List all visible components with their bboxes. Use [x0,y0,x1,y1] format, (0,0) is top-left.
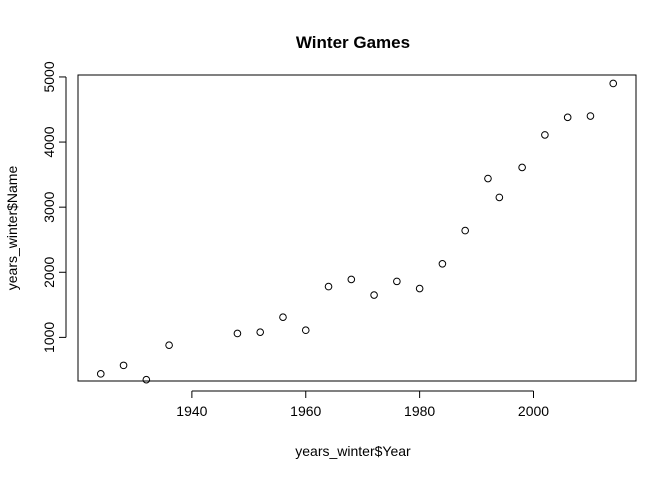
scatter-point [370,291,378,299]
scatter-point [301,326,310,335]
y-tick-label: 5000 [41,61,57,92]
y-tick-label: 2000 [41,256,57,287]
scatter-point [324,282,333,291]
x-tick-label: 1940 [176,403,207,419]
scatter-point [96,370,105,378]
chart-title: Winter Games [296,33,410,52]
scatter-point [609,79,618,88]
x-axis-label: years_winter$Year [295,443,411,459]
scatter-point [518,163,526,172]
scatter-point [461,226,469,235]
y-axis: 1000 2000 3000 4000 5000 [41,61,67,353]
scatter-point [438,260,447,268]
scatter-point [119,361,128,370]
x-tick-label: 1960 [290,403,321,419]
y-tick-label: 1000 [41,322,57,353]
x-tick-label: 1980 [404,403,435,419]
scatter-point [347,275,356,284]
x-axis: 1940 1960 1980 2000 [176,390,549,419]
x-tick-label: 2000 [518,403,549,419]
scatter-point [233,329,242,338]
y-axis-label: years_winter$Name [4,166,20,291]
scatter-point [541,131,549,139]
scatter-point [586,112,595,120]
data-points [96,79,618,384]
y-tick-label: 4000 [41,126,57,157]
scatter-point [495,193,504,202]
y-tick-label: 3000 [41,191,57,222]
scatter-point [165,341,173,349]
plot-area-border [77,74,637,382]
scatter-point [256,328,265,336]
scatter-point [142,375,151,384]
scatter-point [393,277,401,286]
scatter-point [279,313,287,321]
scatter-point [484,174,492,183]
scatter-point [563,113,572,122]
scatter-point [415,284,424,293]
